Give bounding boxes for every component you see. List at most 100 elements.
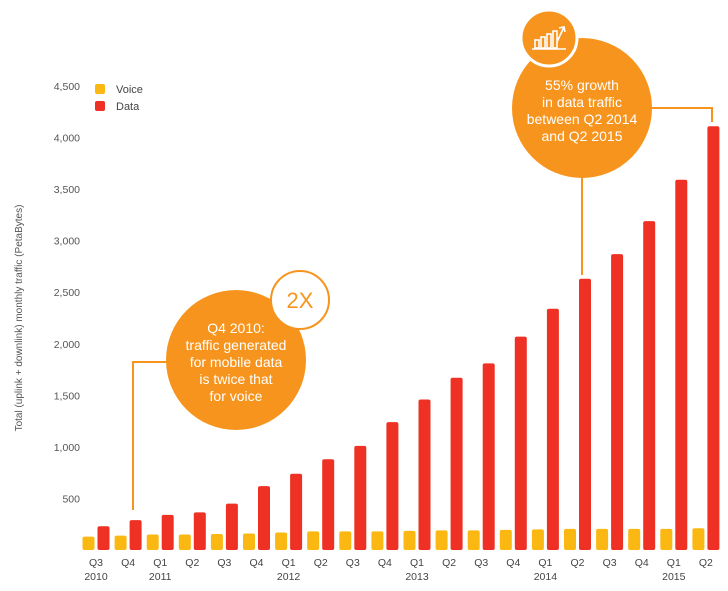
y-tick-label: 500 (62, 493, 80, 505)
x-tick-year: 2013 (405, 571, 429, 583)
x-tick-year: 2012 (277, 571, 301, 583)
x-tick-quarter: Q1 (410, 557, 424, 569)
y-axis-ticks: 500 1,000 1,500 2,000 2,500 3,000 3,500 4,000 4,… (54, 81, 80, 505)
bar-voice-15 (564, 528, 576, 550)
x-tick-quarter: Q3 (474, 557, 488, 569)
callout-growth-line-4: and Q2 2015 (542, 128, 623, 144)
callout-2x-line-3: for mobile data (190, 354, 283, 370)
bar-data-16 (611, 254, 624, 550)
bar-data-10 (418, 399, 431, 550)
bar-voice-11 (435, 530, 448, 550)
bar-data-0 (97, 526, 110, 550)
y-tick-label: 2,500 (54, 287, 80, 299)
bar-data-14 (546, 308, 559, 550)
x-tick-quarter: Q4 (249, 557, 263, 569)
callout-growth-line-2: in data traffic (542, 94, 622, 110)
bar-data-18 (675, 179, 688, 551)
callout-2x-badge-text: 2X (287, 288, 314, 313)
x-tick-quarter: Q3 (603, 557, 617, 569)
bar-voice-14 (531, 529, 544, 550)
bar-voice-12 (467, 530, 480, 550)
callout-growth-leader-right (645, 107, 713, 122)
legend-label-voice: Voice (116, 84, 143, 96)
bar-data-4 (225, 503, 238, 550)
callout-2x-circle (166, 290, 306, 430)
bar-data-8 (354, 445, 367, 550)
callout-2x-line-1: Q4 2010: (207, 320, 265, 336)
x-tick-quarter: Q1 (538, 557, 552, 569)
bar-voice-0 (82, 536, 95, 550)
bar-data-13 (514, 336, 527, 550)
bar-voice-7 (307, 531, 320, 550)
x-tick-quarter: Q3 (217, 557, 231, 569)
callout-growth-line-3: between Q2 2014 (527, 111, 638, 127)
bar-data-12 (482, 363, 495, 550)
callout-growth-line-1: 55% growth (545, 77, 619, 93)
callout-2x-line-4: is twice that (199, 371, 272, 387)
x-tick-quarter: Q3 (89, 557, 103, 569)
bar-voice-1 (114, 535, 127, 550)
callout-2x-leader (132, 361, 168, 510)
x-tick-quarter: Q4 (506, 557, 520, 569)
growth-chart-icon (532, 26, 566, 50)
bar-voice-13 (499, 529, 512, 550)
bar-data-7 (322, 459, 335, 550)
x-tick-quarter: Q2 (314, 557, 328, 569)
callout-2x-line-2: traffic generated (186, 337, 287, 353)
x-tick-quarter: Q4 (378, 557, 392, 569)
bar-voice-9 (371, 531, 384, 550)
legend-swatch-voice (95, 84, 105, 94)
bar-voice-18 (660, 528, 673, 550)
bar-data-3 (193, 512, 206, 550)
x-tick-year: 2010 (84, 571, 108, 583)
x-tick-quarter: Q2 (570, 557, 584, 569)
bar-data-5 (258, 486, 270, 550)
bar-voice-6 (275, 532, 288, 550)
bar-voice-8 (339, 531, 352, 550)
legend-swatch-data (95, 101, 105, 111)
bar-voice-19 (692, 528, 705, 550)
x-tick-quarter: Q1 (153, 557, 167, 569)
x-axis-ticks: Q3 2010 Q4 Q1 2011 Q2 Q3 Q4 Q1 2012 Q2 Q3 Q4 Q1 2013 Q2… (84, 557, 713, 583)
bar-data-19 (707, 126, 720, 550)
legend: Voice Data (95, 84, 143, 113)
bar-voice-4 (210, 534, 223, 550)
legend-label-data: Data (116, 101, 140, 113)
x-tick-year: 2015 (662, 571, 686, 583)
bar-data-11 (450, 377, 463, 550)
bar-voice-5 (243, 533, 255, 550)
callout-growth: 55% growth in data traffic between Q2 20… (512, 8, 713, 275)
x-tick-year: 2014 (534, 571, 558, 583)
y-tick-label: 3,000 (54, 236, 80, 248)
bar-voice-16 (596, 528, 609, 550)
bar-data-15 (579, 278, 591, 550)
y-tick-label: 4,500 (54, 81, 80, 93)
x-tick-quarter: Q1 (282, 557, 296, 569)
bars-group (82, 126, 720, 551)
x-tick-year: 2011 (149, 571, 172, 583)
callout-2x: Q4 2010: traffic generated for mobile da… (132, 270, 330, 510)
y-tick-label: 4,000 (54, 133, 80, 145)
y-tick-label: 3,500 (54, 184, 80, 196)
y-tick-label: 1,000 (54, 442, 80, 454)
x-tick-quarter: Q3 (346, 557, 360, 569)
bar-voice-2 (146, 534, 159, 550)
callout-growth-circle (512, 38, 652, 178)
bar-voice-3 (178, 534, 191, 550)
x-tick-quarter: Q2 (442, 557, 456, 569)
bar-data-6 (290, 473, 303, 550)
x-tick-quarter: Q4 (635, 557, 649, 569)
bar-data-2 (161, 514, 174, 550)
y-tick-label: 1,500 (54, 390, 80, 402)
y-axis-label: Total (uplink + downlink) monthly traffi… (14, 205, 25, 432)
callout-growth-badge (519, 8, 579, 68)
callout-2x-badge (270, 270, 330, 330)
y-tick-label: 2,000 (54, 339, 80, 351)
bar-data-9 (386, 422, 399, 550)
x-tick-quarter: Q4 (121, 557, 135, 569)
x-tick-quarter: Q1 (667, 557, 681, 569)
bar-voice-17 (628, 528, 641, 550)
bar-data-17 (643, 221, 656, 550)
callout-2x-line-5: for voice (210, 388, 263, 404)
